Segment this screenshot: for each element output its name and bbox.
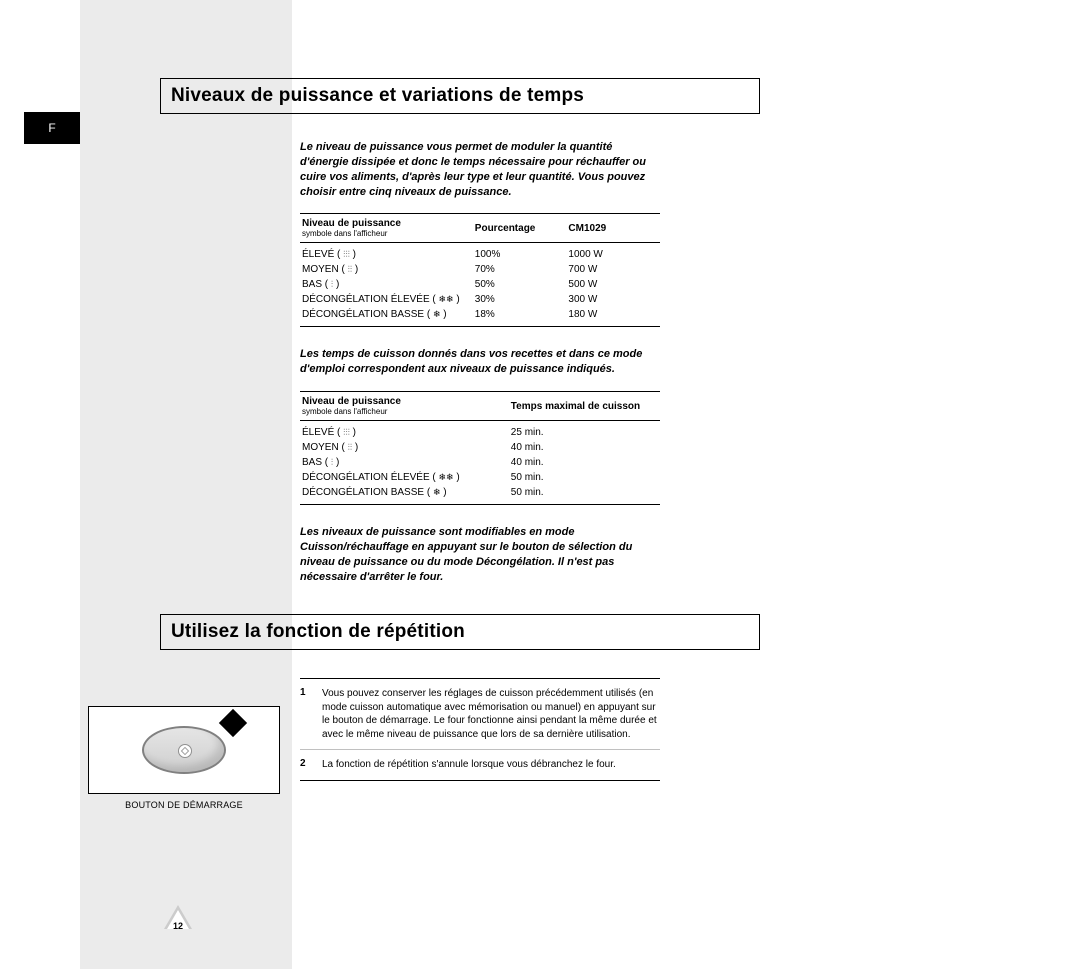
cell-pct: 18%: [473, 307, 567, 327]
illustration-caption: BOUTON DE DÉMARRAGE: [88, 800, 280, 810]
table-row: MOYEN ( ⫶⫶ )40 min.: [300, 440, 660, 455]
th-power2-sub: symbole dans l'afficheur: [302, 407, 507, 416]
cell-watt: 300 W: [566, 292, 660, 307]
step-number: 2: [300, 758, 322, 772]
manual-page: F Niveaux de puissance et variations de …: [0, 0, 1080, 969]
cell-label: DÉCONGÉLATION BASSE ( ❄ ): [300, 485, 509, 505]
cell-label: DÉCONGÉLATION BASSE ( ❄ ): [300, 307, 473, 327]
cell-watt: 700 W: [566, 262, 660, 277]
illustration: BOUTON DE DÉMARRAGE: [88, 706, 280, 810]
note-paragraph: Les niveaux de puissance sont modifiable…: [300, 525, 660, 584]
cell-label: ÉLEVÉ ( ⫶⫶⫶ ): [300, 421, 509, 441]
cell-label: BAS ( ⫶ ): [300, 455, 509, 470]
step: 1Vous pouvez conserver les réglages de c…: [300, 679, 660, 749]
page-number: 12: [173, 921, 183, 931]
cell-time: 40 min.: [509, 440, 660, 455]
cell-time: 50 min.: [509, 470, 660, 485]
th-maxtime: Temps maximal de cuisson: [511, 401, 640, 412]
th-power2: Niveau de puissance: [302, 396, 401, 407]
time-table: Niveau de puissancesymbole dans l'affich…: [300, 391, 660, 505]
mid-paragraph: Les temps de cuisson donnés dans vos rec…: [300, 347, 660, 377]
cell-pct: 100%: [473, 243, 567, 263]
power-table: Niveau de puissancesymbole dans l'affich…: [300, 213, 660, 327]
intro-paragraph: Le niveau de puissance vous permet de mo…: [300, 140, 660, 199]
section-heading-power: Niveaux de puissance et variations de te…: [160, 78, 760, 114]
cell-watt: 1000 W: [566, 243, 660, 263]
th-pct: Pourcentage: [475, 223, 536, 234]
language-tab: F: [24, 112, 80, 144]
dial-icon: [142, 726, 226, 774]
th-power-sub: symbole dans l'afficheur: [302, 229, 471, 238]
content-area: Niveaux de puissance et variations de te…: [160, 78, 760, 781]
table-row: MOYEN ( ⫶⫶ )70%700 W: [300, 262, 660, 277]
table-row: BAS ( ⫶ )50%500 W: [300, 277, 660, 292]
steps-list: 1Vous pouvez conserver les réglages de c…: [300, 678, 660, 781]
cell-watt: 500 W: [566, 277, 660, 292]
cell-label: DÉCONGÉLATION ÉLEVÉE ( ❄❄ ): [300, 292, 473, 307]
cell-time: 50 min.: [509, 485, 660, 505]
step-text: Vous pouvez conserver les réglages de cu…: [322, 687, 660, 741]
table-row: DÉCONGÉLATION ÉLEVÉE ( ❄❄ )50 min.: [300, 470, 660, 485]
table-row: DÉCONGÉLATION BASSE ( ❄ )50 min.: [300, 485, 660, 505]
cell-time: 40 min.: [509, 455, 660, 470]
dial-hub-icon: [178, 744, 192, 758]
illustration-box: [88, 706, 280, 794]
cell-pct: 50%: [473, 277, 567, 292]
table-row: ÉLEVÉ ( ⫶⫶⫶ )25 min.: [300, 421, 660, 441]
table-row: DÉCONGÉLATION BASSE ( ❄ )18%180 W: [300, 307, 660, 327]
table-row: ÉLEVÉ ( ⫶⫶⫶ )100%1000 W: [300, 243, 660, 263]
cell-label: MOYEN ( ⫶⫶ ): [300, 262, 473, 277]
step-number: 1: [300, 687, 322, 741]
table-row: DÉCONGÉLATION ÉLEVÉE ( ❄❄ )30%300 W: [300, 292, 660, 307]
cell-label: MOYEN ( ⫶⫶ ): [300, 440, 509, 455]
section-heading-repeat: Utilisez la fonction de répétition: [160, 614, 760, 650]
th-power: Niveau de puissance: [302, 218, 401, 229]
cell-pct: 30%: [473, 292, 567, 307]
pointer-icon: [219, 709, 247, 737]
cell-time: 25 min.: [509, 421, 660, 441]
table-row: BAS ( ⫶ )40 min.: [300, 455, 660, 470]
cell-label: BAS ( ⫶ ): [300, 277, 473, 292]
cell-watt: 180 W: [566, 307, 660, 327]
cell-label: ÉLEVÉ ( ⫶⫶⫶ ): [300, 243, 473, 263]
cell-label: DÉCONGÉLATION ÉLEVÉE ( ❄❄ ): [300, 470, 509, 485]
step-text: La fonction de répétition s'annule lorsq…: [322, 758, 660, 772]
th-model: CM1029: [568, 223, 606, 234]
step: 2La fonction de répétition s'annule lors…: [300, 749, 660, 780]
cell-pct: 70%: [473, 262, 567, 277]
